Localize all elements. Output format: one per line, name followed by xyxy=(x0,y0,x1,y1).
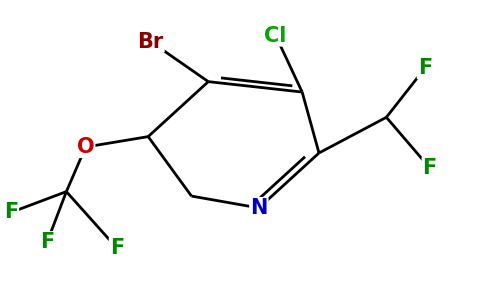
Text: N: N xyxy=(250,198,268,218)
Text: Cl: Cl xyxy=(264,26,287,46)
Text: F: F xyxy=(423,158,437,178)
Text: F: F xyxy=(110,238,124,258)
Text: Br: Br xyxy=(137,32,164,52)
Text: F: F xyxy=(418,58,432,78)
Text: F: F xyxy=(40,232,54,252)
Text: O: O xyxy=(77,137,94,157)
Text: F: F xyxy=(4,202,18,222)
